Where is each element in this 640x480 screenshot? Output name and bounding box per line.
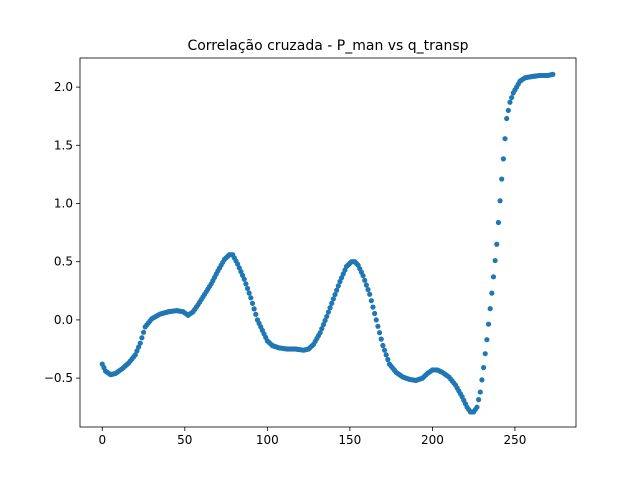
data-point [334,287,340,293]
data-point [320,321,327,328]
data-point [480,365,487,371]
y-tick-label: −0.5 [44,371,73,385]
data-point [375,323,381,329]
data-point [319,326,325,332]
data-point [476,397,482,403]
data-point [332,291,338,298]
data-point [134,348,140,354]
data-point [509,94,515,101]
data-point [249,300,256,306]
y-tick-label: 2.0 [54,80,73,94]
plot-area [99,71,556,415]
data-point [246,290,252,296]
data-point [363,282,369,288]
y-tick-label: 0.0 [54,313,73,327]
data-point [381,347,388,353]
data-point [499,176,505,182]
data-point [485,321,492,327]
data-point [362,277,368,283]
data-point [380,342,386,349]
data-point [385,356,391,363]
x-tick-label: 100 [256,433,279,447]
data-point [253,311,259,317]
data-point [370,304,376,310]
data-point [507,99,513,105]
data-point [324,313,330,320]
x-tick-label: 200 [421,433,444,447]
data-point [368,298,374,304]
data-point [136,344,142,350]
data-point [325,309,332,315]
y-tick-label: 1.0 [54,197,73,211]
data-point [550,71,556,77]
data-point [322,317,328,324]
data-point [373,317,379,323]
data-point [505,107,511,113]
data-point [244,285,251,292]
data-point [241,276,247,282]
data-point [484,337,490,343]
data-point [251,306,257,312]
data-point [378,336,384,342]
data-point [494,241,500,247]
x-tick-label: 250 [503,433,526,447]
data-point [497,198,503,204]
data-point [137,340,143,346]
data-point [487,306,493,312]
data-point [335,283,341,289]
data-point [329,300,335,306]
y-tick-label: 0.5 [54,255,73,269]
data-point [500,156,506,162]
data-point [482,351,488,357]
data-point [489,290,495,296]
y-tick-label: 1.5 [54,138,73,152]
chart-title: Correlação cruzada - P_man vs q_transp [187,38,468,54]
data-point [479,377,485,383]
data-point [376,330,383,336]
data-point [490,274,497,280]
data-point [365,287,371,293]
data-point [372,310,378,317]
x-tick-label: 150 [338,433,361,447]
data-point [504,115,510,122]
x-tick-label: 0 [98,433,106,447]
data-point [248,295,254,301]
data-point [132,352,138,358]
data-point [327,305,333,311]
data-point [502,136,508,142]
data-point [243,281,249,287]
data-point [317,330,323,336]
x-tick-label: 50 [177,433,192,447]
data-point [492,257,498,264]
data-point [495,219,502,226]
data-point [474,404,480,410]
data-point [140,329,147,335]
data-point [360,273,366,279]
data-point [367,291,373,297]
data-point [383,352,389,358]
axes-frame [79,57,577,428]
data-point [330,296,336,302]
data-point [139,335,145,341]
axes: 0 50 100 150 200 250 −0.5 0.0 0.5 1.0 1.5 2.0 [44,57,577,447]
data-point [477,389,483,395]
